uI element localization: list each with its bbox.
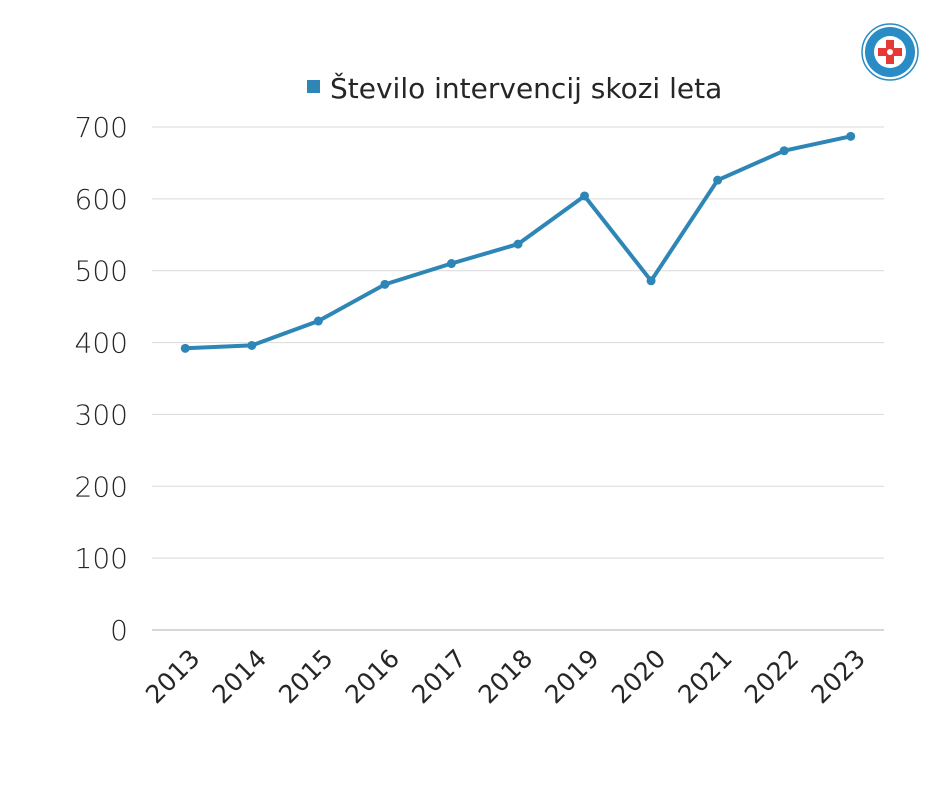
data-point bbox=[846, 131, 856, 141]
data-point bbox=[380, 279, 390, 289]
data-point bbox=[446, 259, 456, 269]
y-tick-label: 100 bbox=[75, 542, 128, 575]
data-point bbox=[713, 175, 723, 185]
gridlines bbox=[152, 126, 884, 631]
data-point bbox=[646, 276, 656, 286]
x-tick-label: 2016 bbox=[340, 644, 405, 709]
y-tick-label: 400 bbox=[75, 327, 128, 360]
y-tick-label: 0 bbox=[110, 614, 128, 647]
x-tick-label: 2019 bbox=[539, 644, 604, 709]
legend-label: Število intervencij skozi leta bbox=[330, 71, 722, 105]
data-point bbox=[313, 316, 323, 326]
data-point bbox=[180, 343, 190, 353]
legend-swatch bbox=[307, 80, 320, 93]
x-tick-label: 2020 bbox=[606, 644, 671, 709]
y-tick-label: 200 bbox=[75, 470, 128, 503]
x-tick-label: 2017 bbox=[406, 644, 471, 709]
y-tick-label: 600 bbox=[75, 183, 128, 216]
y-tick-label: 700 bbox=[75, 111, 128, 144]
data-point bbox=[580, 191, 590, 201]
data-point bbox=[247, 340, 257, 350]
data-point bbox=[779, 146, 789, 156]
y-axis-ticks: 0 100 200 300 400 500 600 700 bbox=[75, 111, 128, 647]
y-tick-label: 300 bbox=[75, 398, 128, 431]
x-axis-ticks: 2013 2014 2015 2016 2017 2018 2019 2020 2021 2022… bbox=[140, 644, 871, 709]
x-tick-label: 2014 bbox=[207, 644, 272, 709]
x-tick-label: 2015 bbox=[273, 644, 338, 709]
x-tick-label: 2018 bbox=[473, 644, 538, 709]
legend: Število intervencij skozi leta bbox=[307, 71, 722, 105]
y-tick-label: 500 bbox=[75, 255, 128, 288]
x-tick-label: 2023 bbox=[805, 644, 870, 709]
data-point bbox=[513, 239, 523, 249]
x-tick-label: 2013 bbox=[140, 644, 205, 709]
series-layer bbox=[180, 131, 856, 353]
x-tick-label: 2022 bbox=[739, 644, 804, 709]
x-tick-label: 2021 bbox=[672, 644, 737, 709]
gorska-resevalna-zveza-logo bbox=[861, 23, 919, 81]
